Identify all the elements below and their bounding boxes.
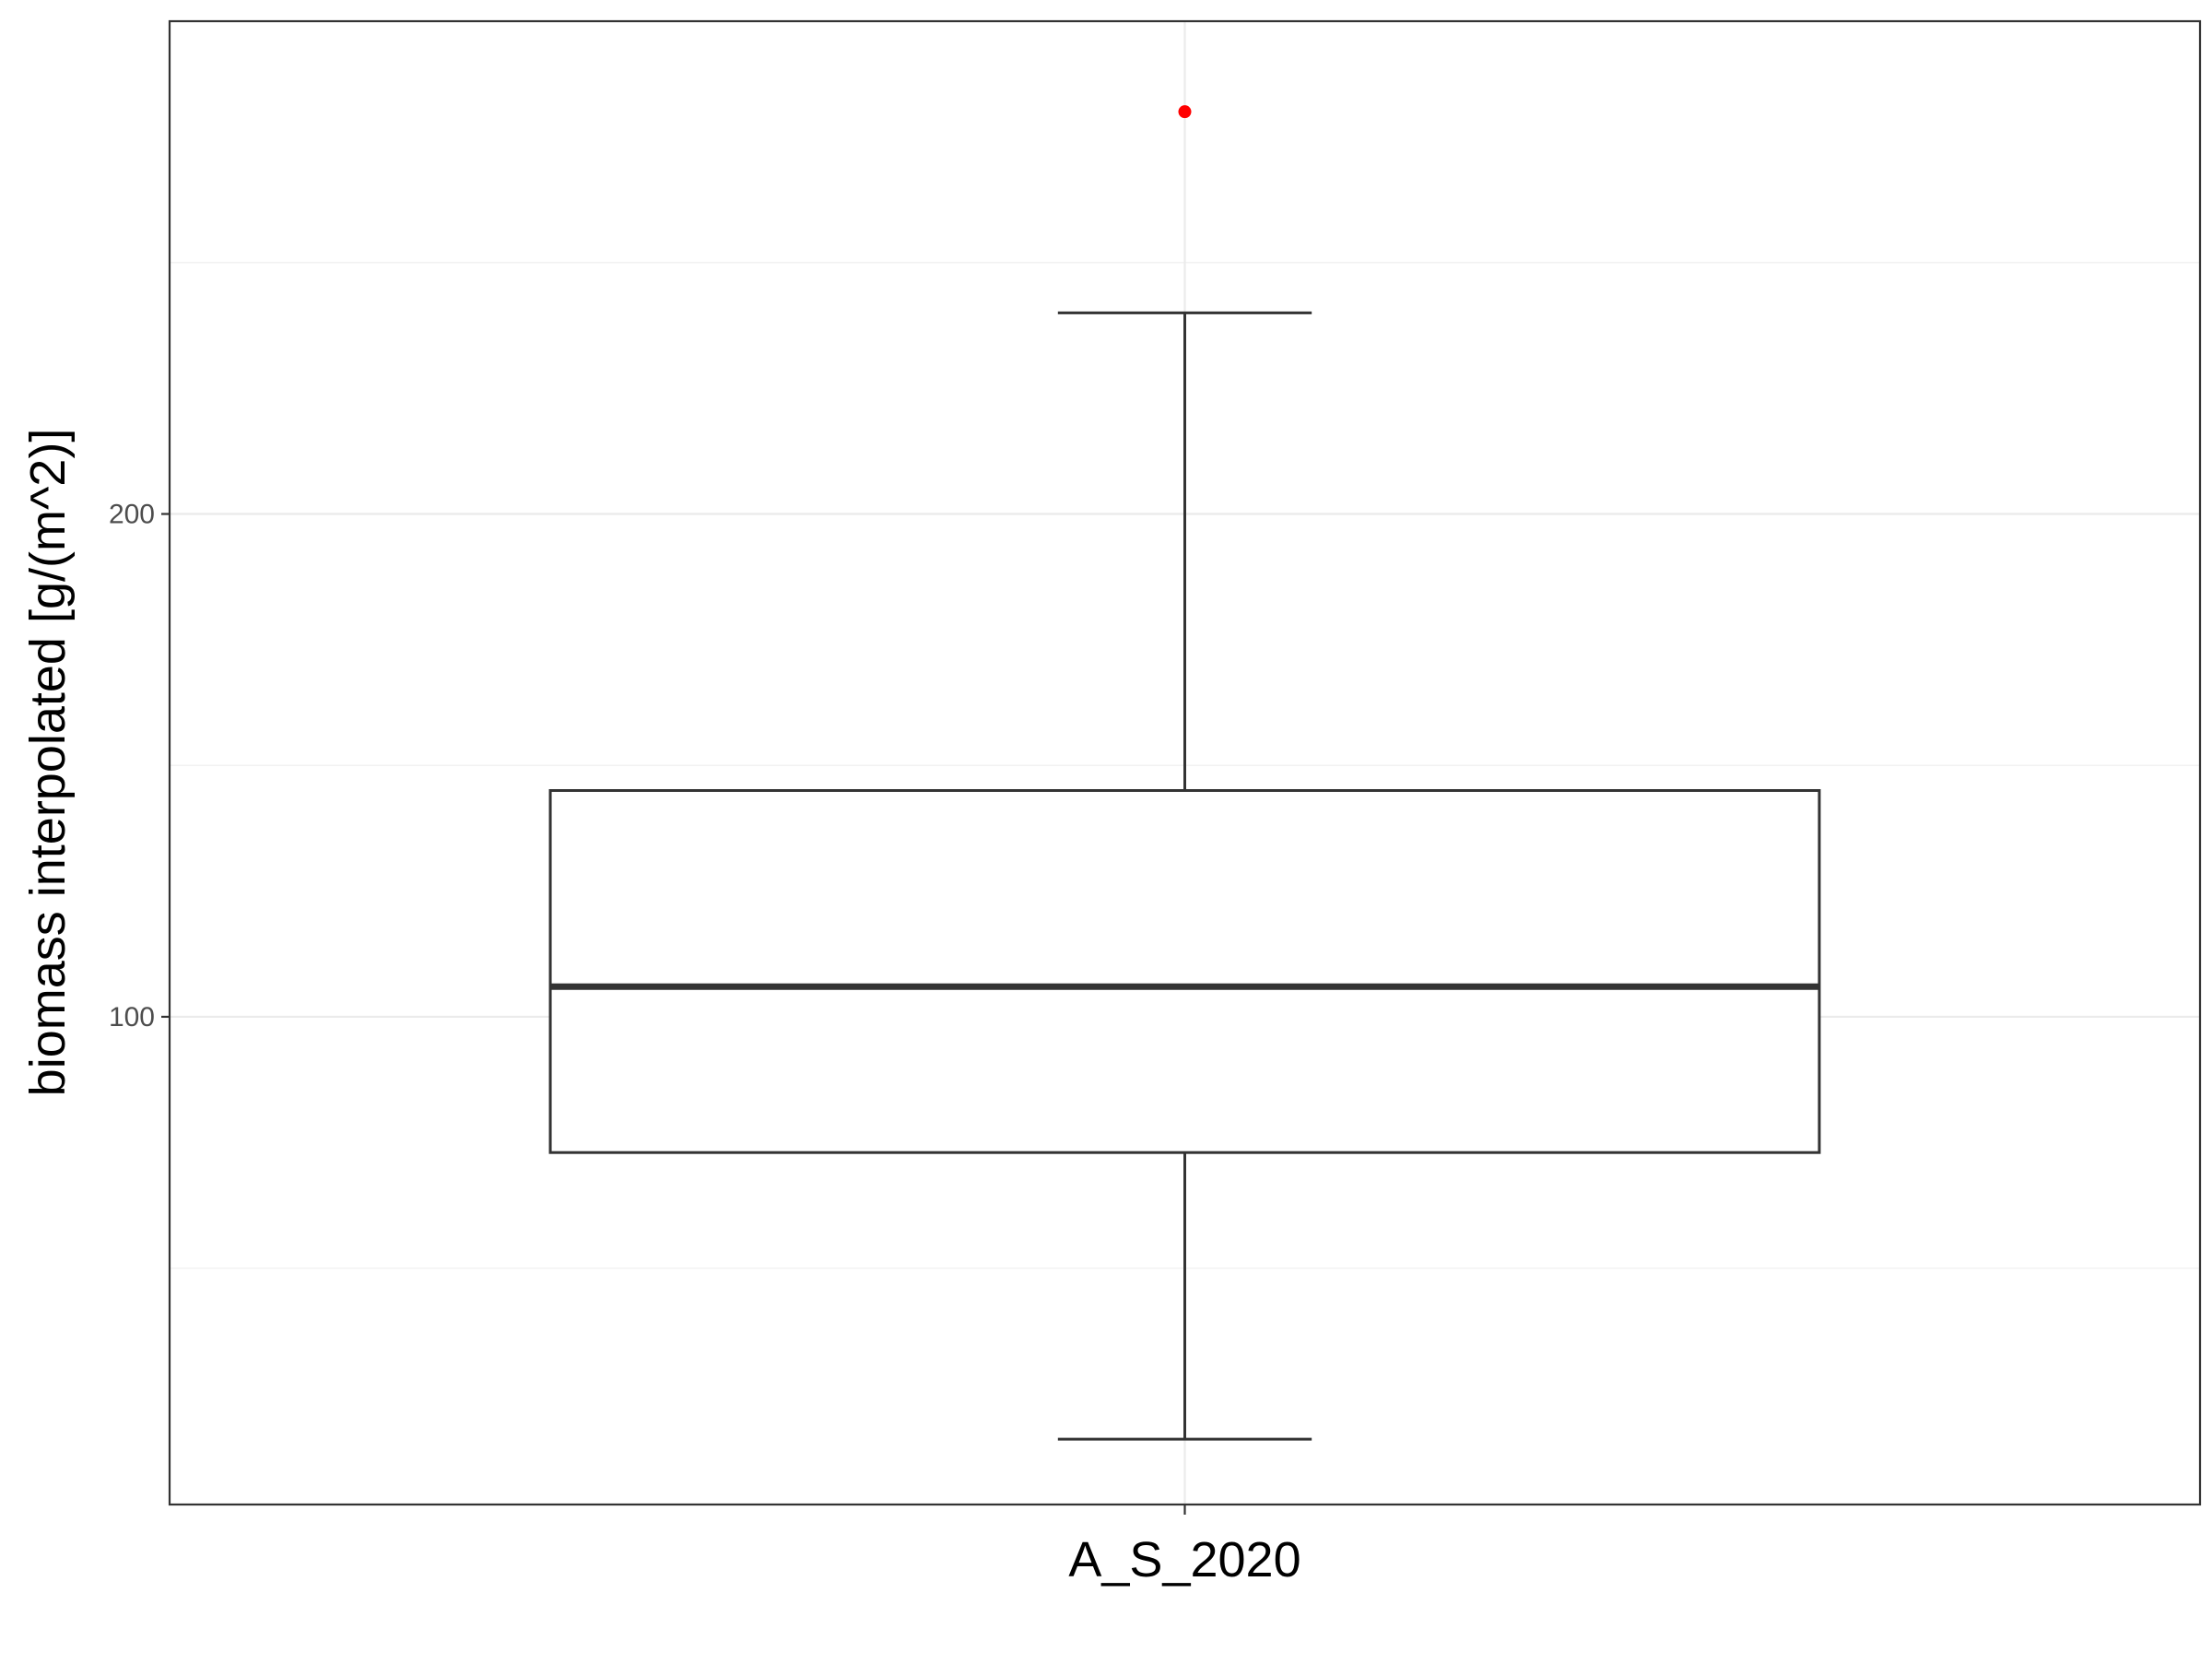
y-tick-label: 100 [109, 1002, 155, 1033]
axis-layer: 100 200 A_S_2020 [109, 500, 1301, 1587]
box-body [548, 788, 1821, 1154]
x-tick-label: A_S_2020 [1068, 1532, 1300, 1587]
boxplot-group [548, 105, 1821, 1441]
y-tick-label: 200 [109, 500, 155, 530]
y-axis-title: biomass interpolated [g/(m^2)] [20, 429, 76, 1097]
box-layer [548, 105, 1821, 1441]
outlier-point [1178, 105, 1192, 119]
panel-border [168, 19, 2202, 1506]
